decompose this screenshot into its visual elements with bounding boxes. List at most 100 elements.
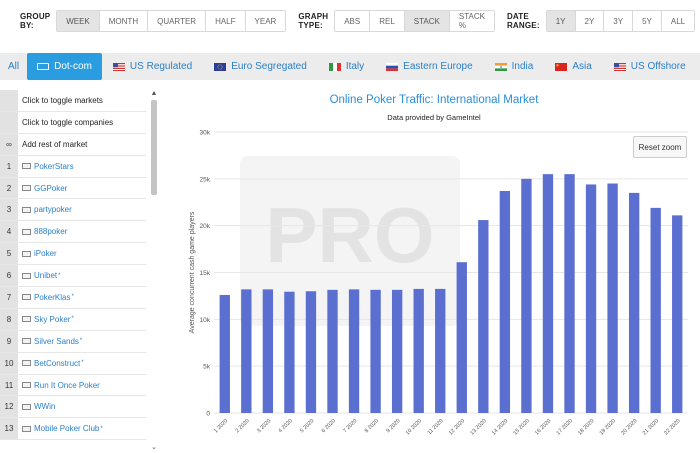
room-link[interactable]: Silver Sands *: [18, 337, 82, 346]
toggle-markets-row[interactable]: Click to toggle markets: [0, 90, 146, 112]
list-item[interactable]: 11 Run It Once Poker: [0, 374, 146, 397]
tab-italy[interactable]: Italy: [318, 53, 375, 80]
room-link[interactable]: GGPoker: [18, 184, 67, 193]
bar[interactable]: [672, 215, 683, 413]
date-range-2y-button[interactable]: 2Y: [575, 11, 605, 31]
list-item[interactable]: 12 WWin: [0, 396, 146, 419]
asterisk-mark: *: [58, 272, 61, 279]
scroll-up-icon[interactable]: ▲: [150, 90, 158, 97]
bar[interactable]: [542, 174, 554, 413]
room-link[interactable]: partypoker: [18, 205, 72, 214]
tab-dotcom[interactable]: Dot-com: [27, 53, 102, 80]
date-range-5y-button[interactable]: 5Y: [633, 11, 662, 31]
bar[interactable]: [284, 291, 295, 413]
list-item[interactable]: 5 iPoker: [0, 243, 146, 266]
list-item[interactable]: 10 BetConstruct *: [0, 352, 146, 375]
bar[interactable]: [456, 262, 467, 413]
list-item[interactable]: 1 PokerStars: [0, 155, 146, 178]
graph-type-rel-button[interactable]: REL: [370, 11, 405, 31]
bar[interactable]: [564, 174, 575, 413]
x-tick-label: 12 2020: [448, 418, 466, 436]
bar[interactable]: [391, 289, 403, 413]
list-item[interactable]: 4 888poker: [0, 221, 146, 244]
add-rest-of-market-row[interactable]: ∞ Add rest of market: [0, 133, 146, 156]
group-by-half-button[interactable]: HALF: [206, 11, 246, 31]
dotcom-icon: [22, 425, 31, 432]
group-by-quarter-button[interactable]: QUARTER: [148, 11, 207, 31]
reset-zoom-button[interactable]: Reset zoom: [633, 136, 687, 158]
group-by-week-button[interactable]: WEEK: [57, 11, 100, 31]
bar[interactable]: [650, 207, 661, 413]
scrollbar-thumb[interactable]: [151, 100, 157, 195]
room-link[interactable]: BetConstruct *: [18, 359, 84, 368]
x-tick-label: 2 2020: [235, 418, 251, 434]
room-name: partypoker: [34, 205, 72, 215]
x-tick-label: 17 2020: [556, 418, 574, 436]
date-range-3y-button[interactable]: 3Y: [604, 11, 634, 31]
toggle-companies-row[interactable]: Click to toggle companies: [0, 111, 146, 134]
graph-type-buttons: ABS REL STACK STACK %: [334, 10, 495, 32]
tab-eastern-europe[interactable]: Eastern Europe: [375, 53, 484, 80]
dotcom-icon: [22, 316, 31, 323]
tab-label: Eastern Europe: [403, 61, 473, 72]
list-item[interactable]: 9 Silver Sands *: [0, 330, 146, 353]
row-number: 9: [0, 330, 18, 352]
tab-asia[interactable]: Asia: [544, 53, 602, 80]
list-item[interactable]: 3 partypoker: [0, 199, 146, 222]
scroll-down-icon[interactable]: ⌄: [151, 444, 157, 451]
graph-type-stack-percent-button[interactable]: STACK %: [449, 11, 494, 31]
date-range-label: DATE RANGE:: [506, 12, 540, 30]
tab-us-offshore[interactable]: US Offshore: [603, 53, 697, 80]
room-name: GGPoker: [34, 183, 68, 193]
list-item[interactable]: 7 PokerKlas *: [0, 287, 146, 309]
bar[interactable]: [413, 288, 424, 413]
room-name: Silver Sands: [34, 336, 79, 346]
graph-type-abs-button[interactable]: ABS: [335, 11, 371, 31]
date-range-all-button[interactable]: ALL: [661, 11, 695, 31]
group-by-year-button[interactable]: YEAR: [245, 11, 286, 31]
dotcom-icon: [37, 63, 50, 70]
bar[interactable]: [478, 220, 489, 413]
tab-euro-segregated[interactable]: Euro Segregated: [203, 53, 318, 80]
bar[interactable]: [628, 192, 640, 413]
tab-india[interactable]: India: [484, 53, 545, 80]
bar[interactable]: [305, 291, 317, 413]
bar[interactable]: [262, 289, 274, 413]
list-item[interactable]: 13 Mobile Poker Club *: [0, 418, 146, 441]
bar[interactable]: [499, 191, 511, 413]
room-link[interactable]: 888poker: [18, 227, 67, 236]
room-link[interactable]: WWin: [18, 402, 55, 411]
asterisk-mark: *: [81, 360, 84, 367]
tab-all[interactable]: All: [0, 53, 27, 80]
room-link[interactable]: Mobile Poker Club *: [18, 424, 103, 433]
room-name: PokerKlas: [34, 292, 71, 302]
date-range-1y-button[interactable]: 1Y: [546, 11, 576, 31]
list-item[interactable]: 8 Sky Poker *: [0, 308, 146, 331]
chart-subtitle: Data provided by GameIntel: [387, 113, 481, 122]
room-link[interactable]: Run It Once Poker: [18, 381, 100, 390]
bar[interactable]: [370, 289, 381, 413]
bar[interactable]: [327, 289, 338, 413]
dotcom-icon: [22, 206, 31, 213]
bar[interactable]: [607, 183, 618, 413]
bar[interactable]: [348, 289, 360, 413]
list-item[interactable]: 2 GGPoker: [0, 177, 146, 200]
graph-type-stack-button[interactable]: STACK: [404, 11, 450, 31]
bar[interactable]: [219, 294, 230, 413]
group-by-month-button[interactable]: MONTH: [99, 11, 149, 31]
bar[interactable]: [585, 184, 597, 413]
bar[interactable]: [435, 288, 446, 413]
chart-title: Online Poker Traffic: International Mark…: [329, 94, 539, 106]
list-item[interactable]: 6 Unibet *: [0, 265, 146, 288]
room-link[interactable]: iPoker: [18, 249, 57, 258]
room-link[interactable]: Unibet *: [18, 271, 60, 280]
list-scrollbar[interactable]: ▲ ⌄: [150, 90, 158, 453]
tab-label: US Offshore: [630, 61, 686, 72]
room-link[interactable]: Sky Poker *: [18, 315, 74, 324]
x-tick-label: 10 2020: [405, 418, 423, 436]
bar[interactable]: [241, 289, 252, 413]
tab-us-regulated[interactable]: US Regulated: [102, 53, 203, 80]
bar[interactable]: [521, 178, 532, 413]
room-link[interactable]: PokerKlas *: [18, 293, 74, 302]
room-link[interactable]: PokerStars: [18, 162, 74, 171]
